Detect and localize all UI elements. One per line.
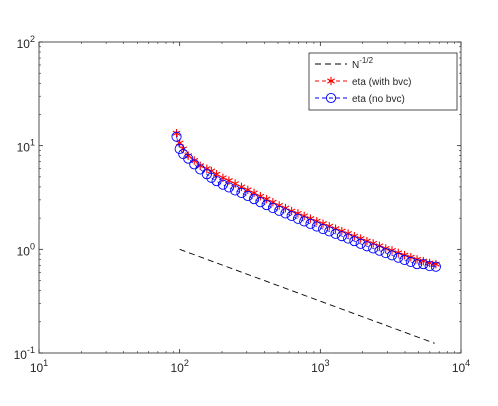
asterisk-stroke (207, 168, 216, 174)
asterisk-stroke (212, 171, 221, 177)
y-tick-label: 100 (17, 241, 35, 258)
legend-box (308, 52, 458, 111)
series-2-point (305, 218, 316, 229)
series-2-point (418, 259, 429, 270)
series-2-point (236, 187, 247, 198)
series-2-point (174, 143, 185, 154)
series-2-point (317, 223, 329, 235)
series-2-point (249, 194, 260, 205)
series-2-point (189, 159, 200, 170)
series-2-point (292, 213, 303, 224)
y-tick-label: 101 (17, 138, 35, 155)
series-2-point (183, 153, 194, 164)
asterisk-stroke (327, 78, 335, 84)
legend-label-2: eta (no bvc) (352, 94, 405, 105)
series-2-point (311, 221, 322, 232)
series-line-2 (176, 136, 436, 268)
series-2-point (380, 248, 391, 259)
series-2-point (242, 190, 253, 202)
series-2-point (393, 252, 404, 263)
series-1-point (172, 128, 181, 138)
series-2-point (368, 243, 379, 254)
series-2-point (324, 226, 335, 237)
series-2-point (355, 238, 366, 249)
series-2-point (206, 172, 217, 183)
asterisk-stroke (172, 130, 181, 136)
series-2-point (171, 131, 182, 142)
asterisk-stroke (425, 260, 434, 266)
series-2-point (336, 231, 347, 242)
y-tick-label: 10-1 (14, 345, 35, 362)
x-tick-label: 103 (311, 358, 329, 375)
legend-marker-1 (327, 76, 335, 86)
series-2-point (343, 233, 354, 244)
series-2-point (217, 179, 228, 190)
series-2-point (412, 259, 423, 270)
series-1-point (268, 197, 277, 207)
y-tick-label: 102 (17, 34, 35, 51)
series-2-point (399, 254, 410, 265)
x-tick-label: 102 (170, 358, 188, 375)
legend-label-1: eta (with bvc) (352, 77, 411, 88)
asterisk-stroke (175, 140, 184, 146)
series-2-point (211, 176, 222, 187)
plot-frame (38, 41, 462, 354)
legend-marker-2 (325, 92, 337, 104)
series-2-point (349, 236, 360, 247)
series-2-point (223, 182, 234, 193)
series-2-point (195, 164, 206, 175)
series-2-point (374, 245, 385, 256)
series-2-point (424, 260, 435, 272)
series-2-point (405, 256, 416, 268)
series-2-point (255, 197, 266, 208)
series-line-0 (179, 248, 435, 344)
tick-layer: 101 102 103 104 10-1 100 101 102 (14, 34, 471, 375)
series-2-point (299, 216, 310, 227)
series-2-point (230, 185, 241, 196)
series-layer (171, 128, 441, 344)
series-2-point (261, 200, 272, 211)
series-2-point (430, 261, 441, 272)
series-2-point (286, 210, 297, 221)
x-tick-label: 104 (452, 358, 470, 375)
series-2-point (267, 203, 278, 214)
asterisk-stroke (268, 199, 277, 205)
asterisk-stroke (262, 196, 271, 202)
series-2-point (274, 205, 285, 216)
series-2-point (361, 241, 372, 252)
x-tick-label: 101 (30, 358, 48, 375)
series-2-point (280, 208, 291, 219)
legend-label-0: N-1/2 (352, 56, 374, 71)
legend: N-1/2 eta (with bvc) eta (no bvc) (308, 52, 458, 111)
series-1-point (212, 170, 221, 179)
series-2-point (386, 250, 398, 261)
series-2-point (330, 228, 341, 239)
